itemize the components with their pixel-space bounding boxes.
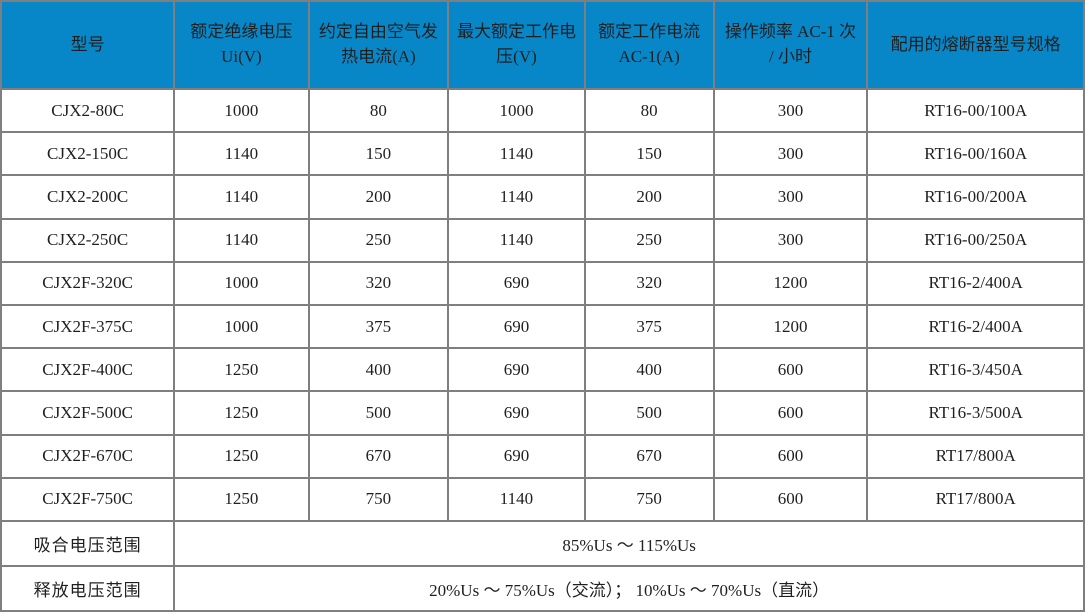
value-cell: 300 <box>712 174 869 220</box>
value-cell: 200 <box>583 174 715 220</box>
header-row: 型号 额定绝缘电压 Ui(V) 约定自由空气发热电流(A) 最大额定工作电压(V… <box>0 0 1085 90</box>
table-row-release-voltage: 释放电压范围 20%Us ～ 75%Us（交流）； 10%Us ～ 70%Us（… <box>0 565 1085 612</box>
table-header: 型号 额定绝缘电压 Ui(V) 约定自由空气发热电流(A) 最大额定工作电压(V… <box>0 0 1085 90</box>
model-cell: CJX2F-320C <box>0 260 176 306</box>
value-cell: RT16-3/500A <box>866 390 1085 436</box>
value-cell: 690 <box>447 303 586 350</box>
table-row: CJX2-250C 1140 250 1140 250 300 RT16-00/250A <box>0 217 1085 263</box>
value-cell: 1140 <box>173 131 310 177</box>
value-cell: 1250 <box>173 347 310 393</box>
value-cell: 500 <box>307 390 450 436</box>
table-row-pickup-voltage: 吸合电压范围 85%Us ～ 115%Us <box>0 520 1085 567</box>
value-cell: RT16-00/200A <box>866 174 1085 220</box>
value-cell: 320 <box>583 260 715 306</box>
value-cell: 1000 <box>173 87 310 134</box>
column-header-working-current: 额定工作电流 AC-1(A) <box>583 0 715 90</box>
value-cell: 1140 <box>447 217 586 263</box>
model-cell: CJX2F-750C <box>0 476 176 523</box>
value-cell: 1140 <box>173 217 310 263</box>
value-cell: 150 <box>307 131 450 177</box>
value-cell: 1250 <box>173 476 310 523</box>
table-row: CJX2F-320C 1000 320 690 320 1200 RT16-2/400A <box>0 260 1085 306</box>
value-cell: 1250 <box>173 390 310 436</box>
value-cell: RT16-2/400A <box>866 260 1085 306</box>
value-cell: 1140 <box>173 174 310 220</box>
column-header-fuse-spec: 配用的熔断器型号规格 <box>866 0 1085 90</box>
value-cell: 670 <box>583 433 715 479</box>
value-cell: RT16-00/160A <box>866 131 1085 177</box>
model-cell: CJX2F-500C <box>0 390 176 436</box>
value-cell: RT16-2/400A <box>866 303 1085 350</box>
model-cell: CJX2-150C <box>0 131 176 177</box>
column-header-operation-frequency: 操作频率 AC-1 次 / 小时 <box>712 0 869 90</box>
value-cell: 150 <box>583 131 715 177</box>
value-cell: 500 <box>583 390 715 436</box>
value-cell: 1000 <box>173 303 310 350</box>
value-cell: 600 <box>712 433 869 479</box>
value-cell: 200 <box>307 174 450 220</box>
value-cell: 300 <box>712 87 869 134</box>
table-row: CJX2F-375C 1000 375 690 375 1200 RT16-2/400A <box>0 303 1085 350</box>
value-cell: 1000 <box>447 87 586 134</box>
model-cell: CJX2F-375C <box>0 303 176 350</box>
value-cell: 400 <box>307 347 450 393</box>
table-row: CJX2-200C 1140 200 1140 200 300 RT16-00/200A <box>0 174 1085 220</box>
value-cell: 1140 <box>447 131 586 177</box>
column-header-max-working-voltage: 最大额定工作电压(V) <box>447 0 586 90</box>
value-cell: 400 <box>583 347 715 393</box>
table-row: CJX2F-750C 1250 750 1140 750 600 RT17/800A <box>0 476 1085 523</box>
value-cell: 670 <box>307 433 450 479</box>
value-cell: 600 <box>712 347 869 393</box>
model-cell: CJX2-80C <box>0 87 176 134</box>
value-cell: 375 <box>307 303 450 350</box>
table-body: CJX2-80C 1000 80 1000 80 300 RT16-00/100A CJX2-… <box>0 87 1085 523</box>
table-row: CJX2-80C 1000 80 1000 80 300 RT16-00/100A <box>0 87 1085 134</box>
value-cell: RT16-00/250A <box>866 217 1085 263</box>
release-voltage-value: 20%Us ～ 75%Us（交流）； 10%Us ～ 70%Us（直流） <box>173 565 1085 612</box>
value-cell: 1200 <box>712 260 869 306</box>
value-cell: 1200 <box>712 303 869 350</box>
value-cell: 1250 <box>173 433 310 479</box>
value-cell: 750 <box>583 476 715 523</box>
value-cell: RT16-00/100A <box>866 87 1085 134</box>
value-cell: 690 <box>447 390 586 436</box>
column-header-model: 型号 <box>0 0 176 90</box>
value-cell: 750 <box>307 476 450 523</box>
value-cell: 1140 <box>447 174 586 220</box>
row-label-release-voltage: 释放电压范围 <box>0 565 176 612</box>
value-cell: 80 <box>583 87 715 134</box>
value-cell: 1140 <box>447 476 586 523</box>
value-cell: RT16-3/450A <box>866 347 1085 393</box>
value-cell: 1000 <box>173 260 310 306</box>
table-row: CJX2F-400C 1250 400 690 400 600 RT16-3/450A <box>0 347 1085 393</box>
model-cell: CJX2F-670C <box>0 433 176 479</box>
value-cell: RT17/800A <box>866 476 1085 523</box>
value-cell: 320 <box>307 260 450 306</box>
value-cell: 300 <box>712 131 869 177</box>
value-cell: 300 <box>712 217 869 263</box>
value-cell: 80 <box>307 87 450 134</box>
model-cell: CJX2-250C <box>0 217 176 263</box>
model-cell: CJX2F-400C <box>0 347 176 393</box>
value-cell: 250 <box>307 217 450 263</box>
table-row: CJX2F-500C 1250 500 690 500 600 RT16-3/500A <box>0 390 1085 436</box>
column-header-thermal-current: 约定自由空气发热电流(A) <box>307 0 450 90</box>
model-cell: CJX2-200C <box>0 174 176 220</box>
pickup-voltage-value: 85%Us ～ 115%Us <box>173 520 1085 567</box>
value-cell: 375 <box>583 303 715 350</box>
column-header-insulation-voltage: 额定绝缘电压 Ui(V) <box>173 0 310 90</box>
value-cell: 600 <box>712 390 869 436</box>
value-cell: 690 <box>447 347 586 393</box>
row-label-pickup-voltage: 吸合电压范围 <box>0 520 176 567</box>
value-cell: RT17/800A <box>866 433 1085 479</box>
table-footer: 吸合电压范围 85%Us ～ 115%Us 释放电压范围 20%Us ～ 75%… <box>0 520 1085 612</box>
table-row: CJX2-150C 1140 150 1140 150 300 RT16-00/160A <box>0 131 1085 177</box>
table-row: CJX2F-670C 1250 670 690 670 600 RT17/800A <box>0 433 1085 479</box>
value-cell: 690 <box>447 260 586 306</box>
value-cell: 690 <box>447 433 586 479</box>
value-cell: 250 <box>583 217 715 263</box>
value-cell: 600 <box>712 476 869 523</box>
